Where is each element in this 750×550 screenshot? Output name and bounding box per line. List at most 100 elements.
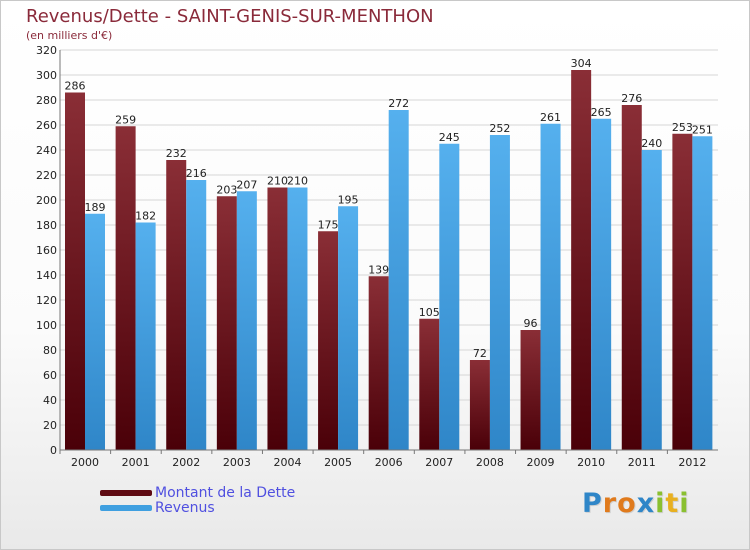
data-label: 203 xyxy=(216,183,237,196)
bar-revenus xyxy=(135,222,156,450)
y-tick-label: 280 xyxy=(36,94,57,107)
bar-dette xyxy=(216,196,237,450)
data-label: 240 xyxy=(641,137,662,150)
bar-revenus xyxy=(439,143,460,450)
data-label: 195 xyxy=(338,193,359,206)
data-label: 286 xyxy=(65,80,86,93)
logo-letter: x xyxy=(636,488,656,519)
bar-revenus xyxy=(388,110,409,450)
data-label: 105 xyxy=(419,306,440,319)
y-tick-label: 300 xyxy=(36,69,57,82)
data-label: 259 xyxy=(115,113,136,126)
data-label: 216 xyxy=(186,167,207,180)
bar-revenus xyxy=(85,213,105,450)
bar-dette xyxy=(166,160,187,450)
data-label: 272 xyxy=(388,97,409,110)
data-label: 210 xyxy=(287,175,308,188)
y-axis-ticks: 0 20 40 60 80 100 120 140 160 180 200 220 240 260 280 3… xyxy=(36,44,57,457)
data-label: 72 xyxy=(473,347,487,360)
bar-dette xyxy=(571,70,592,450)
bar-dette xyxy=(267,187,288,450)
bar-revenus xyxy=(591,118,612,450)
bar-revenus xyxy=(692,136,713,450)
legend-label-revenus: Revenus xyxy=(155,500,215,516)
data-label: 251 xyxy=(692,123,713,136)
bar-revenus xyxy=(186,180,207,450)
data-label: 265 xyxy=(591,106,612,119)
x-tick-label: 2008 xyxy=(476,456,504,469)
y-tick-label: 100 xyxy=(36,319,57,332)
data-label: 253 xyxy=(672,121,693,134)
y-tick-label: 60 xyxy=(43,369,57,382)
logo-letter: i xyxy=(679,488,690,519)
chart-title: Revenus/Dette - SAINT-GENIS-SUR-MENTHON xyxy=(26,6,434,27)
y-tick-label: 320 xyxy=(36,44,57,57)
bar-dette xyxy=(318,231,339,450)
chart-subtitle: (en milliers d'€) xyxy=(26,29,113,42)
y-tick-label: 120 xyxy=(36,294,57,307)
legend-swatch-revenus xyxy=(100,505,152,511)
x-tick-label: 2006 xyxy=(375,456,403,469)
legend-label-debt: Montant de la Dette xyxy=(155,485,296,501)
x-tick-label: 2007 xyxy=(425,456,453,469)
logo-letter: i xyxy=(655,488,666,519)
bar-revenus xyxy=(236,191,257,450)
y-tick-label: 40 xyxy=(43,394,57,407)
data-label: 182 xyxy=(135,210,156,223)
legend-swatch-debt xyxy=(100,490,152,496)
data-label: 261 xyxy=(540,111,561,124)
data-labels: 286 189 259 182 232 216 203 207 210 210 175 195 139 2… xyxy=(65,57,713,360)
x-tick-label: 2000 xyxy=(71,456,99,469)
data-label: 139 xyxy=(368,263,389,276)
bar-revenus xyxy=(540,123,561,450)
y-tick-label: 220 xyxy=(36,169,57,182)
data-label: 96 xyxy=(524,317,538,330)
y-tick-label: 0 xyxy=(50,444,57,457)
bar-dette xyxy=(419,318,440,450)
y-tick-label: 260 xyxy=(36,119,57,132)
bar-dette xyxy=(621,105,642,450)
x-tick-label: 2010 xyxy=(577,456,605,469)
y-tick-label: 80 xyxy=(43,344,57,357)
logo-letter: r xyxy=(602,488,618,519)
data-label: 252 xyxy=(489,122,510,135)
x-tick-label: 2005 xyxy=(324,456,352,469)
data-label: 189 xyxy=(85,201,106,214)
bar-dette xyxy=(115,126,136,450)
bar-revenus xyxy=(641,150,662,450)
logo-letter: P xyxy=(582,488,603,519)
y-tick-label: 160 xyxy=(36,244,57,257)
bar-dette xyxy=(65,92,85,450)
x-tick-label: 2004 xyxy=(273,456,301,469)
data-label: 276 xyxy=(621,92,642,105)
data-label: 245 xyxy=(439,131,460,144)
y-tick-label: 240 xyxy=(36,144,57,157)
y-tick-label: 140 xyxy=(36,269,57,282)
x-tick-label: 2002 xyxy=(172,456,200,469)
y-tick-label: 200 xyxy=(36,194,57,207)
proxiti-logo: Proxiti xyxy=(582,488,690,519)
x-tick-label: 2001 xyxy=(122,456,150,469)
data-label: 207 xyxy=(236,178,257,191)
x-tick-label: 2009 xyxy=(527,456,555,469)
data-label: 304 xyxy=(571,57,592,70)
bar-revenus xyxy=(489,135,510,450)
data-label: 232 xyxy=(166,147,187,160)
bars xyxy=(65,70,713,450)
bar-revenus xyxy=(338,206,359,450)
x-axis-ticks: 2000 2001 2002 2003 2004 2005 2006 2007 2008 2009… xyxy=(59,450,706,469)
bar-dette xyxy=(520,330,541,450)
x-tick-label: 2011 xyxy=(628,456,656,469)
y-tick-label: 20 xyxy=(43,419,57,432)
bar-revenus xyxy=(287,187,308,450)
data-label: 210 xyxy=(267,175,288,188)
bar-dette xyxy=(672,133,693,450)
data-label: 175 xyxy=(318,218,339,231)
bar-dette xyxy=(469,360,490,450)
logo-letter: t xyxy=(665,488,680,519)
y-tick-label: 180 xyxy=(36,219,57,232)
bar-dette xyxy=(368,276,389,450)
logo-letter: o xyxy=(617,488,637,519)
x-tick-label: 2012 xyxy=(678,456,706,469)
